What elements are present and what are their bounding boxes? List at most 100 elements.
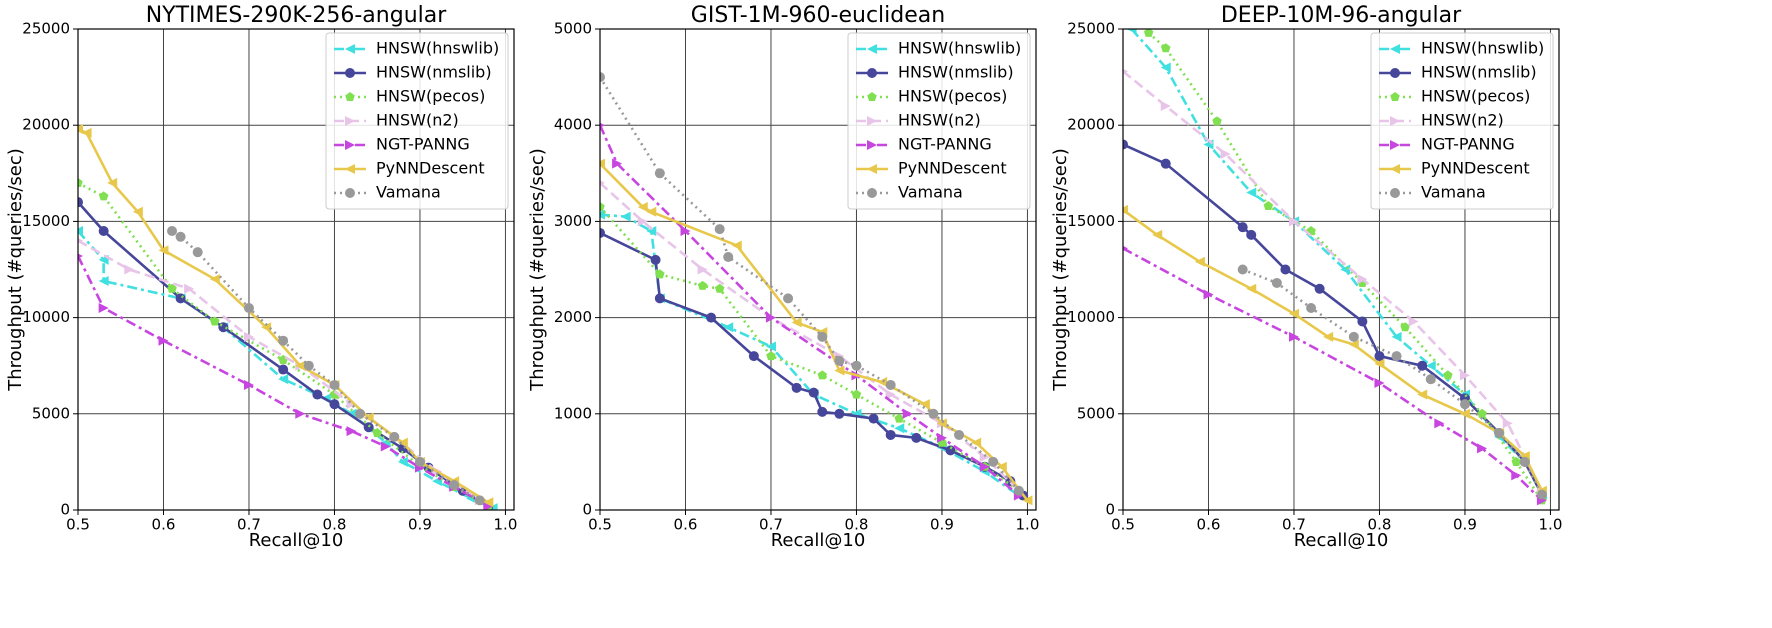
y-tick-label: 25000 (1067, 20, 1115, 38)
x-tick-label: 0.6 (674, 516, 698, 534)
marker (1374, 358, 1385, 369)
marker (389, 431, 400, 442)
marker (78, 177, 83, 187)
legend-box (325, 32, 509, 210)
marker (1400, 322, 1410, 332)
legend-label: HNSW(pecos) (1421, 87, 1530, 106)
series-line (78, 255, 489, 508)
marker (1194, 256, 1205, 267)
marker (372, 428, 382, 438)
marker (979, 452, 990, 463)
marker (483, 497, 494, 508)
marker (1417, 360, 1428, 371)
marker (98, 191, 109, 201)
marker (1502, 418, 1513, 429)
marker (817, 331, 828, 342)
marker (209, 274, 220, 285)
series-line (171, 229, 481, 502)
y-axis-label: Throughput (#queries/sec) (1050, 148, 1071, 392)
marker (600, 122, 605, 128)
marker (1288, 216, 1299, 227)
legend-label: HNSW(n2) (376, 111, 459, 130)
marker (1374, 378, 1385, 389)
axes-frame (77, 28, 515, 511)
marker (600, 227, 605, 238)
marker (885, 379, 896, 390)
marker (397, 456, 408, 467)
legend-marker (1390, 92, 1400, 102)
legend-box (847, 32, 1031, 210)
legend-label: HNSW(pecos) (376, 87, 485, 106)
marker (1022, 495, 1033, 506)
x-tick-label: 1.0 (1016, 516, 1040, 534)
marker (1314, 283, 1325, 294)
marker (600, 180, 605, 186)
legend-marker (867, 188, 877, 198)
marker (723, 251, 734, 262)
legend-label: Vamana (1421, 183, 1486, 202)
y-tick-label: 2000 (554, 308, 592, 326)
x-tick-label: 0.7 (759, 516, 783, 534)
legend-marker (867, 92, 877, 102)
y-tick-label: 15000 (1067, 212, 1115, 230)
marker (877, 377, 888, 388)
legend-marker (1390, 164, 1400, 174)
x-tick-label: 0.5 (588, 516, 612, 534)
marker (646, 206, 657, 217)
marker (158, 335, 169, 346)
marker (620, 211, 631, 222)
marker (98, 276, 109, 287)
y-axis-label: Throughput (#queries/sec) (527, 148, 548, 392)
marker (278, 374, 289, 385)
marker (1477, 443, 1488, 454)
x-tick-label: 0.7 (1282, 516, 1306, 534)
legend-label: Vamana (898, 183, 963, 202)
marker (1425, 360, 1436, 371)
x-axis-label: Recall@10 (1294, 530, 1389, 551)
marker (98, 226, 109, 237)
marker (1288, 308, 1299, 319)
legend-marker (345, 92, 355, 102)
marker (1246, 187, 1257, 198)
legend-marker (867, 44, 877, 54)
marker (243, 331, 254, 342)
marker (1434, 418, 1445, 429)
marker (295, 408, 306, 419)
marker (1237, 264, 1248, 275)
legend-marker (867, 140, 877, 150)
x-tick-label: 1.0 (1539, 516, 1563, 534)
x-tick-label: 0.6 (152, 516, 176, 534)
marker (1123, 68, 1128, 74)
marker (834, 365, 845, 376)
marker (637, 216, 648, 227)
series-line (1242, 268, 1544, 496)
marker (414, 456, 425, 467)
series-line (600, 231, 1025, 497)
marker (1152, 229, 1163, 240)
subplot: 0.5 0.6 0.7 0.8 0.9 1.0 0 5000 10000 15000 20000 25… (5, 3, 517, 551)
x-axis-label: Recall@10 (771, 530, 866, 551)
marker (1459, 408, 1470, 419)
marker (1263, 201, 1274, 211)
marker (646, 226, 657, 237)
x-tick-label: 0.8 (1368, 516, 1392, 534)
legend-marker (1390, 44, 1400, 54)
marker (1160, 158, 1171, 169)
marker (1160, 43, 1171, 53)
legend-label: Vamana (376, 183, 441, 202)
marker (1271, 277, 1282, 288)
marker (1160, 100, 1171, 111)
y-tick-label: 5000 (32, 404, 70, 422)
marker (765, 341, 776, 352)
marker (1511, 456, 1522, 466)
marker (355, 408, 366, 419)
legend-label: HNSW(pecos) (898, 87, 1007, 106)
marker (817, 370, 828, 380)
x-tick-label: 1.0 (494, 516, 518, 534)
marker (1391, 331, 1402, 342)
marker (1425, 374, 1436, 385)
marker (723, 322, 734, 333)
plot-area (1123, 29, 1547, 506)
legend-marker (345, 116, 355, 126)
